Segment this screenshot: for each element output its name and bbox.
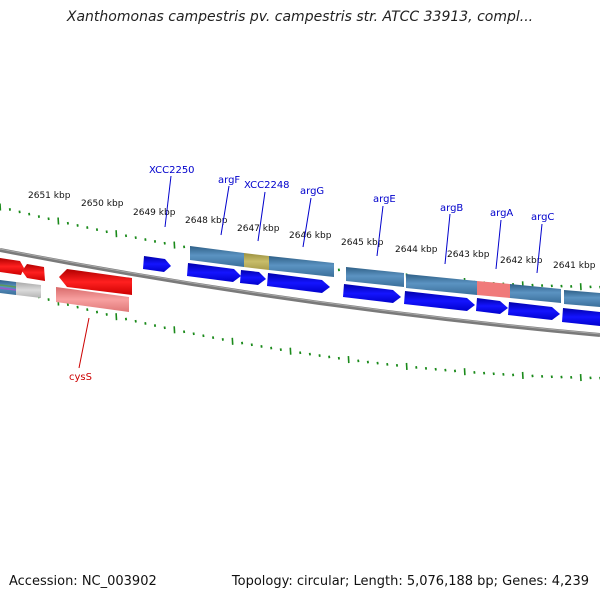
gene-block[interactable] xyxy=(346,267,404,287)
map-title: Xanthomonas campestris pv. campestris st… xyxy=(66,9,534,25)
genome-backbone xyxy=(0,248,600,337)
gene-block-highlight[interactable] xyxy=(244,253,269,270)
cds-arrow[interactable] xyxy=(476,298,508,314)
cds-arrow-reverse[interactable] xyxy=(59,269,132,295)
gene-block[interactable] xyxy=(510,284,561,303)
ruler-label: 2651 kbp xyxy=(28,191,71,201)
ruler-label: 2648 kbp xyxy=(185,216,228,226)
accession-label: Accession: NC_003902 xyxy=(9,574,157,589)
gene-block-reverse[interactable] xyxy=(16,282,41,298)
gene-block-reverse[interactable] xyxy=(56,287,129,312)
reverse-cds-track xyxy=(0,258,132,295)
gene-label-argf[interactable]: argF xyxy=(218,175,240,186)
ruler-label: 2642 kbp xyxy=(500,256,543,266)
ruler-label: 2646 kbp xyxy=(289,231,332,241)
gene-blocks-reverse xyxy=(0,280,129,312)
cds-arrow[interactable] xyxy=(240,270,266,285)
gene-block[interactable] xyxy=(190,246,244,267)
cds-arrow[interactable] xyxy=(267,273,330,293)
gene-label-arge[interactable]: argE xyxy=(373,194,396,205)
forward-cds-track xyxy=(143,256,600,326)
cds-arrow[interactable] xyxy=(143,256,171,272)
cds-arrow-reverse[interactable] xyxy=(22,264,45,281)
gene-label-argb[interactable]: argB xyxy=(440,203,463,214)
ruler-label: 2647 kbp xyxy=(237,224,280,234)
gene-labels-reverse: cysS xyxy=(69,317,92,383)
gene-label-xcc2250[interactable]: XCC2250 xyxy=(149,165,195,176)
ruler-label: 2650 kbp xyxy=(81,199,124,209)
ruler-label: 2643 kbp xyxy=(447,250,490,260)
gene-label-argc[interactable]: argC xyxy=(531,212,554,223)
ruler-label: 2644 kbp xyxy=(395,245,438,255)
cds-arrow[interactable] xyxy=(187,263,241,282)
gene-block[interactable] xyxy=(269,256,334,277)
gene-block[interactable] xyxy=(564,290,600,307)
gene-label-argg[interactable]: argG xyxy=(300,186,324,197)
cds-arrow[interactable] xyxy=(343,284,401,303)
gene-block[interactable] xyxy=(406,274,477,295)
ruler-label: 2641 kbp xyxy=(553,261,596,271)
gene-blocks-forward xyxy=(190,246,600,307)
ruler-label: 2645 kbp xyxy=(341,238,384,248)
cds-arrow[interactable] xyxy=(404,291,475,311)
cds-arrow[interactable] xyxy=(508,302,560,320)
ruler-label: 2649 kbp xyxy=(133,208,176,218)
ruler-labels: 2651 kbp 2650 kbp 2649 kbp 2648 kbp 2647… xyxy=(28,191,596,271)
gene-block-highlight[interactable] xyxy=(477,281,510,298)
cds-arrow-reverse[interactable] xyxy=(0,258,24,275)
gene-labels-forward: XCC2250 argF XCC2248 argG argE argB argA… xyxy=(149,165,554,274)
gene-label-cyss[interactable]: cysS xyxy=(69,372,92,383)
gene-label-xcc2248[interactable]: XCC2248 xyxy=(244,180,290,191)
gene-block-reverse[interactable] xyxy=(0,280,16,295)
cds-arrow[interactable] xyxy=(562,308,600,326)
gene-label-arga[interactable]: argA xyxy=(490,208,513,219)
genome-summary: Topology: circular; Length: 5,076,188 bp… xyxy=(231,574,589,589)
